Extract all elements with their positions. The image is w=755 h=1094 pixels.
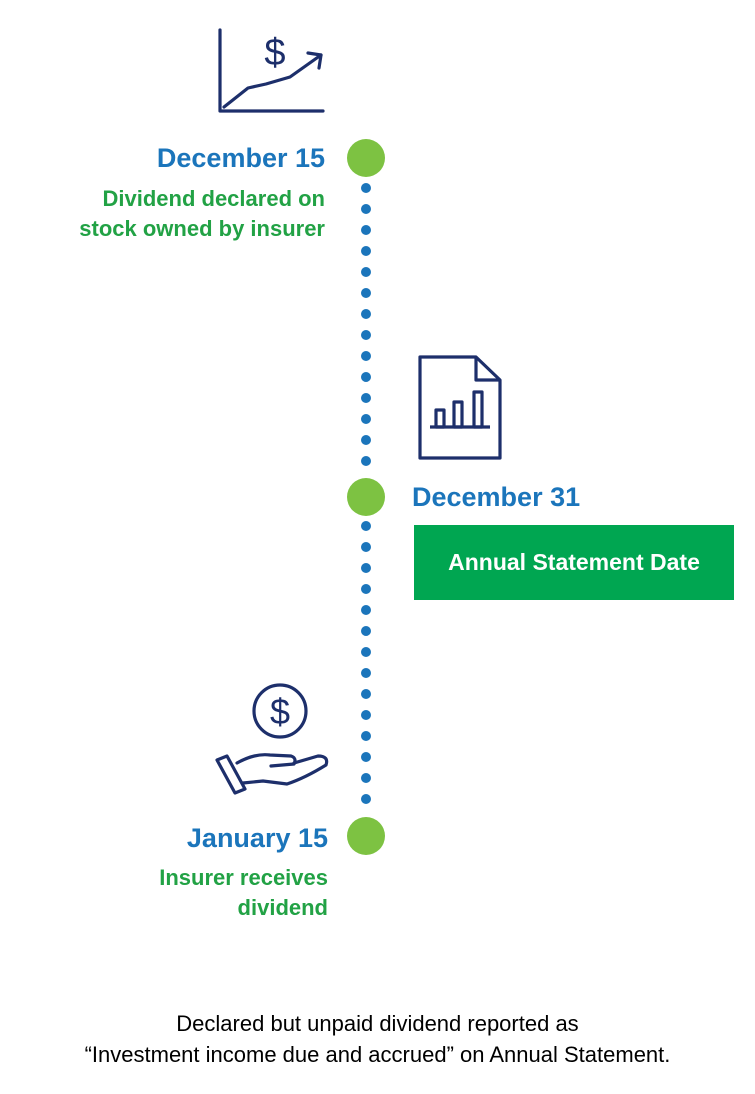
timeline-dot xyxy=(361,710,371,720)
timeline-dot xyxy=(361,626,371,636)
timeline-dot xyxy=(361,584,371,594)
timeline-marker-december-15 xyxy=(347,139,385,177)
svg-text:$: $ xyxy=(264,32,285,74)
event-description-line: Insurer receives xyxy=(159,865,328,890)
event-description-december-15: Dividend declared on stock owned by insu… xyxy=(79,184,325,244)
footnote-line: Declared but unpaid dividend reported as xyxy=(176,1011,579,1036)
timeline-dot xyxy=(361,752,371,762)
event-description-line: dividend xyxy=(237,895,328,920)
timeline-dot xyxy=(361,246,371,256)
timeline-dot xyxy=(361,542,371,552)
timeline-dot xyxy=(361,204,371,214)
timeline-dot xyxy=(361,668,371,678)
timeline-dot xyxy=(361,393,371,403)
annual-statement-date-badge: Annual Statement Date xyxy=(414,525,734,600)
timeline-dot xyxy=(361,330,371,340)
timeline-dot xyxy=(361,372,371,382)
timeline-dot xyxy=(361,435,371,445)
timeline-dot xyxy=(361,689,371,699)
svg-text:$: $ xyxy=(270,691,290,732)
event-description-january-15: Insurer receives dividend xyxy=(159,863,328,923)
timeline-dot xyxy=(361,773,371,783)
timeline-dot xyxy=(361,225,371,235)
timeline-dot xyxy=(361,183,371,193)
timeline-marker-january-15 xyxy=(347,817,385,855)
report-document-chart-icon xyxy=(418,355,502,460)
event-description-line: stock owned by insurer xyxy=(79,216,325,241)
timeline-dot xyxy=(361,414,371,424)
dollar-growth-chart-icon: $ xyxy=(218,28,325,113)
footnote: Declared but unpaid dividend reported as… xyxy=(0,1008,755,1070)
timeline-dot xyxy=(361,288,371,298)
timeline-dot xyxy=(361,267,371,277)
timeline-dot xyxy=(361,563,371,573)
timeline-dot xyxy=(361,456,371,466)
event-date-december-31: December 31 xyxy=(412,482,581,512)
footnote-line: “Investment income due and accrued” on A… xyxy=(84,1042,671,1067)
timeline-dot xyxy=(361,647,371,657)
event-description-line: Dividend declared on xyxy=(102,186,326,211)
timeline-dot xyxy=(361,605,371,615)
event-date-january-15: January 15 xyxy=(186,823,328,853)
timeline-dot xyxy=(361,351,371,361)
event-date-december-15: December 15 xyxy=(156,143,325,173)
timeline-marker-december-31 xyxy=(347,478,385,516)
timeline-dot xyxy=(361,731,371,741)
timeline-dot xyxy=(361,521,371,531)
timeline-dot xyxy=(361,309,371,319)
hand-receiving-coin-icon: $ xyxy=(215,683,329,795)
timeline-dot xyxy=(361,794,371,804)
